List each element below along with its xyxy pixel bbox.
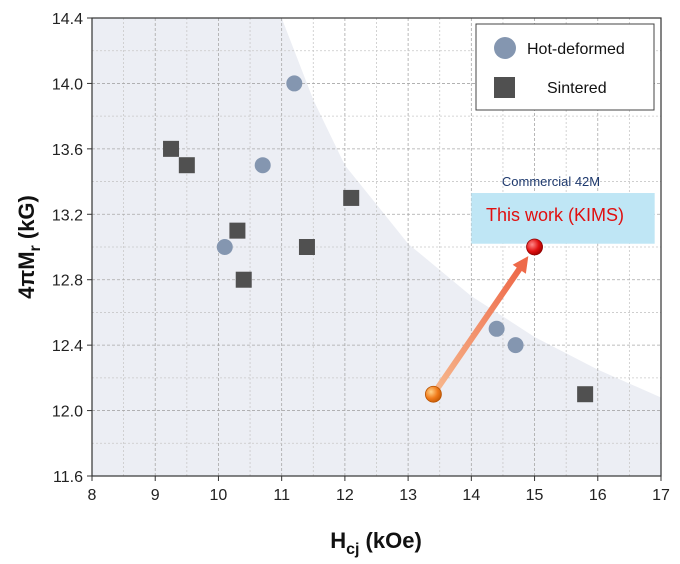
this-work-label: This work (KIMS) <box>486 205 624 225</box>
x-tick-label: 16 <box>589 487 607 504</box>
x-tick-label: 11 <box>273 487 290 504</box>
x-tick-label: 10 <box>210 487 228 504</box>
legend-hot-deformed-label: Hot-deformed <box>527 41 625 58</box>
this-work-start-point <box>424 385 442 403</box>
sintered-point <box>178 157 195 174</box>
y-axis-title-unit: (kG) <box>14 195 39 245</box>
commercial-42m-box <box>471 193 655 244</box>
y-axis-title: 4πMr (kG) <box>14 195 44 299</box>
x-tick-label: 8 <box>88 487 97 504</box>
sintered-point <box>343 189 360 206</box>
sintered-point <box>298 239 315 255</box>
legend-hot-deformed-marker <box>494 37 516 59</box>
y-tick-label: 14.0 <box>52 76 83 93</box>
hot-deformed-point <box>507 337 524 354</box>
x-axis-title-main: H <box>330 528 346 553</box>
sintered-point <box>577 386 594 403</box>
x-tick-label: 9 <box>151 487 160 504</box>
sintered-point <box>235 271 252 288</box>
x-tick-label: 13 <box>399 487 417 504</box>
x-tick-label: 12 <box>336 487 354 504</box>
x-axis-title-unit: (kOe) <box>359 528 421 553</box>
hot-deformed-point <box>216 239 233 255</box>
grid <box>91 17 662 477</box>
y-axis-title-sub: r <box>27 245 44 251</box>
this-work-end-point <box>526 238 543 256</box>
data-markers <box>163 75 594 403</box>
hot-deformed-point <box>254 157 271 174</box>
hot-deformed-point <box>488 320 505 337</box>
y-tick-label: 12.0 <box>52 404 83 421</box>
legend: Hot-deformed Sintered <box>475 23 655 111</box>
y-tick-label: 14.4 <box>52 11 83 28</box>
x-tick-label: 15 <box>526 487 544 504</box>
y-tick-label: 11.6 <box>53 469 83 486</box>
sintered-point <box>163 140 180 157</box>
hot-deformed-point <box>286 75 303 92</box>
x-tick-label: 17 <box>652 487 670 504</box>
x-axis-title-sub: cj <box>346 541 359 558</box>
sintered-point <box>229 222 246 239</box>
y-axis-ticks: 11.6 12.0 12.4 12.8 13.2 13.6 14.0 14.4 <box>52 11 92 486</box>
y-axis-title-prefix: 4πM <box>14 251 39 298</box>
improvement-arrow <box>435 266 523 390</box>
improvement-arrow-head <box>512 256 529 274</box>
y-tick-label: 13.6 <box>52 142 83 159</box>
plot-frame <box>91 17 662 477</box>
commercial-42m-label: Commercial 42M <box>502 174 600 189</box>
legend-sintered-marker <box>494 77 515 98</box>
x-axis-title: Hcj (kOe) <box>330 528 422 558</box>
y-tick-label: 12.4 <box>52 338 83 355</box>
y-tick-label: 12.8 <box>52 273 83 290</box>
x-tick-label: 14 <box>462 487 480 504</box>
legend-sintered-label: Sintered <box>547 80 607 97</box>
y-tick-label: 13.2 <box>52 207 83 224</box>
x-axis-ticks: 8 9 10 11 12 13 14 15 16 17 <box>88 476 670 504</box>
